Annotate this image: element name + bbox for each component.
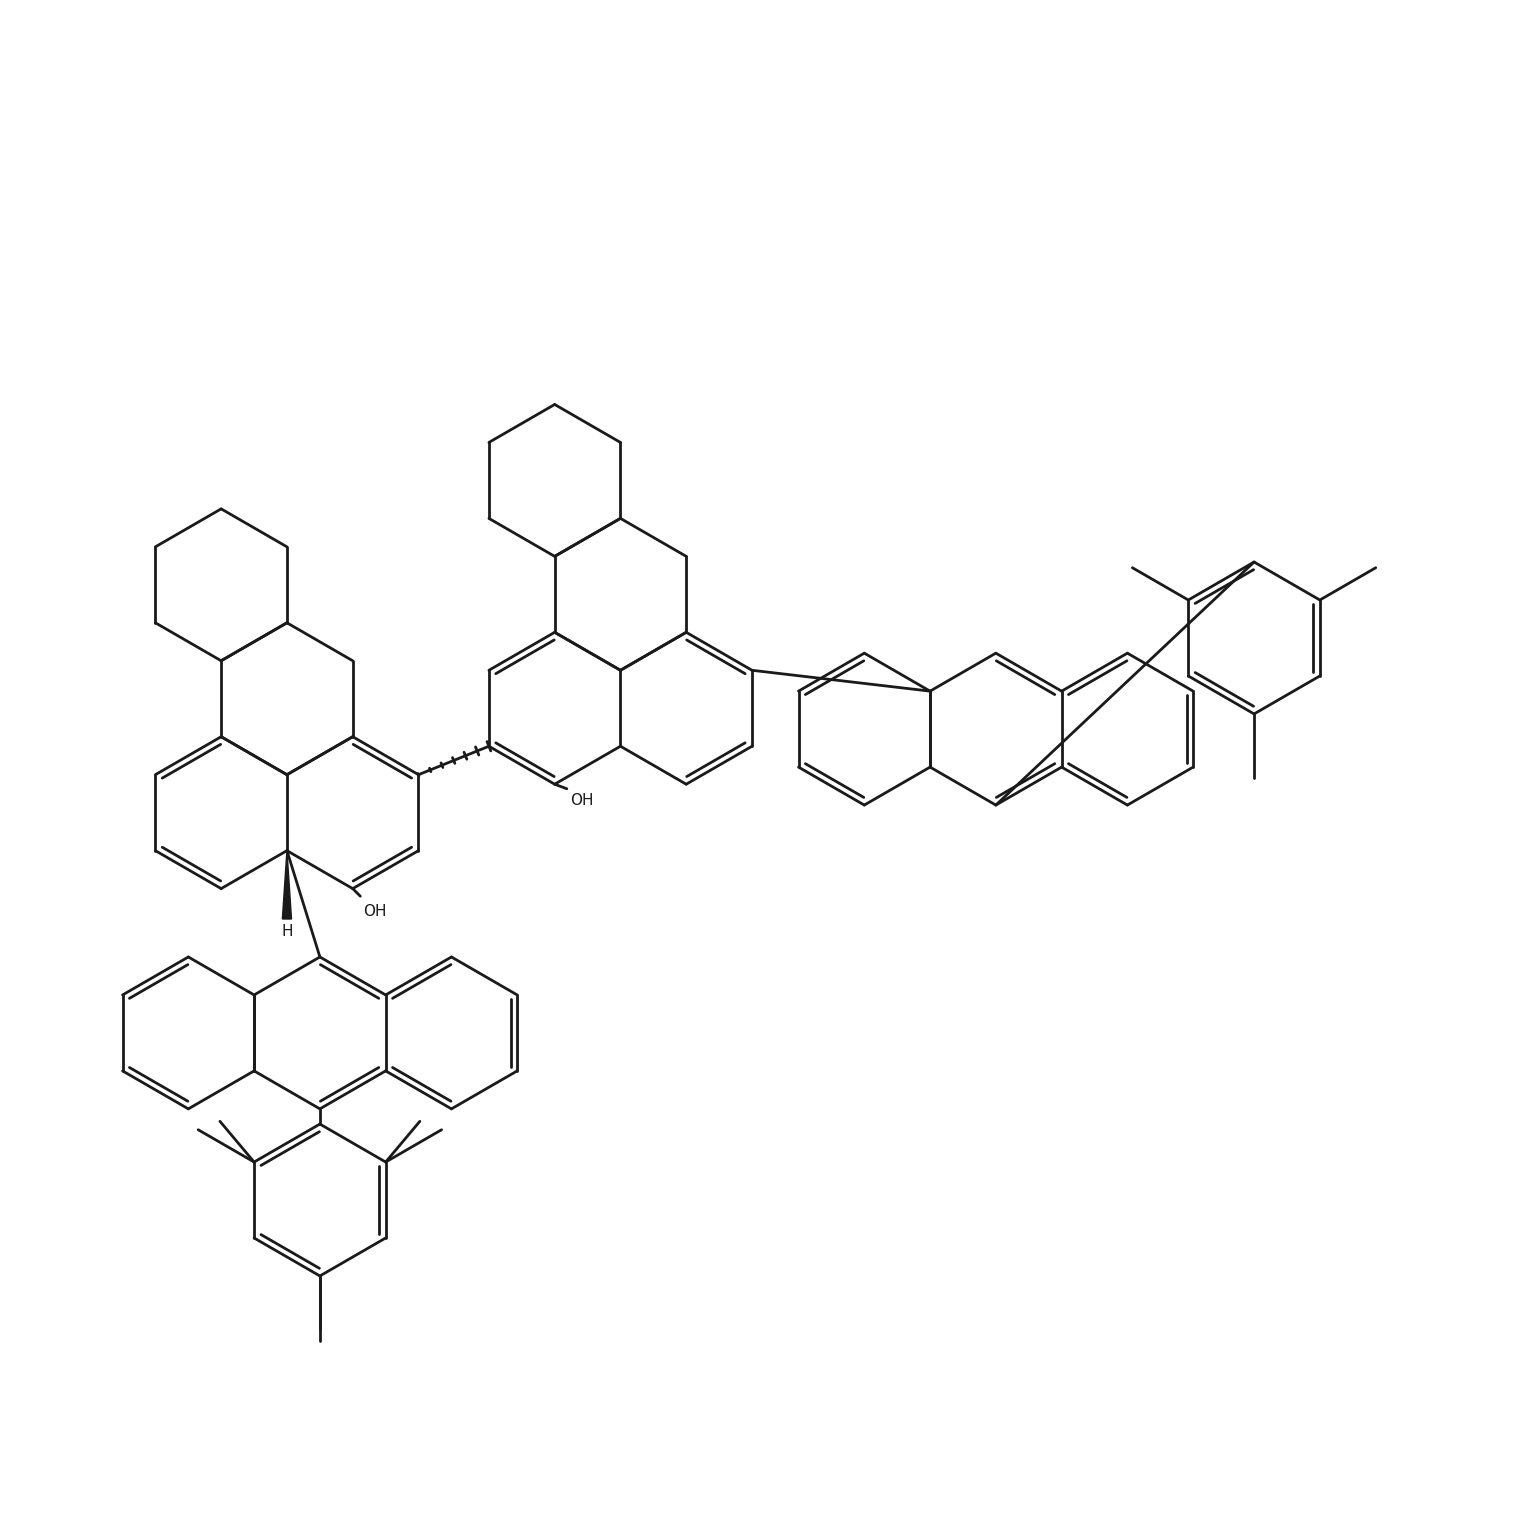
Polygon shape (283, 851, 292, 919)
Text: OH: OH (570, 793, 593, 808)
Text: H: H (281, 924, 293, 939)
Text: OH: OH (364, 904, 387, 919)
